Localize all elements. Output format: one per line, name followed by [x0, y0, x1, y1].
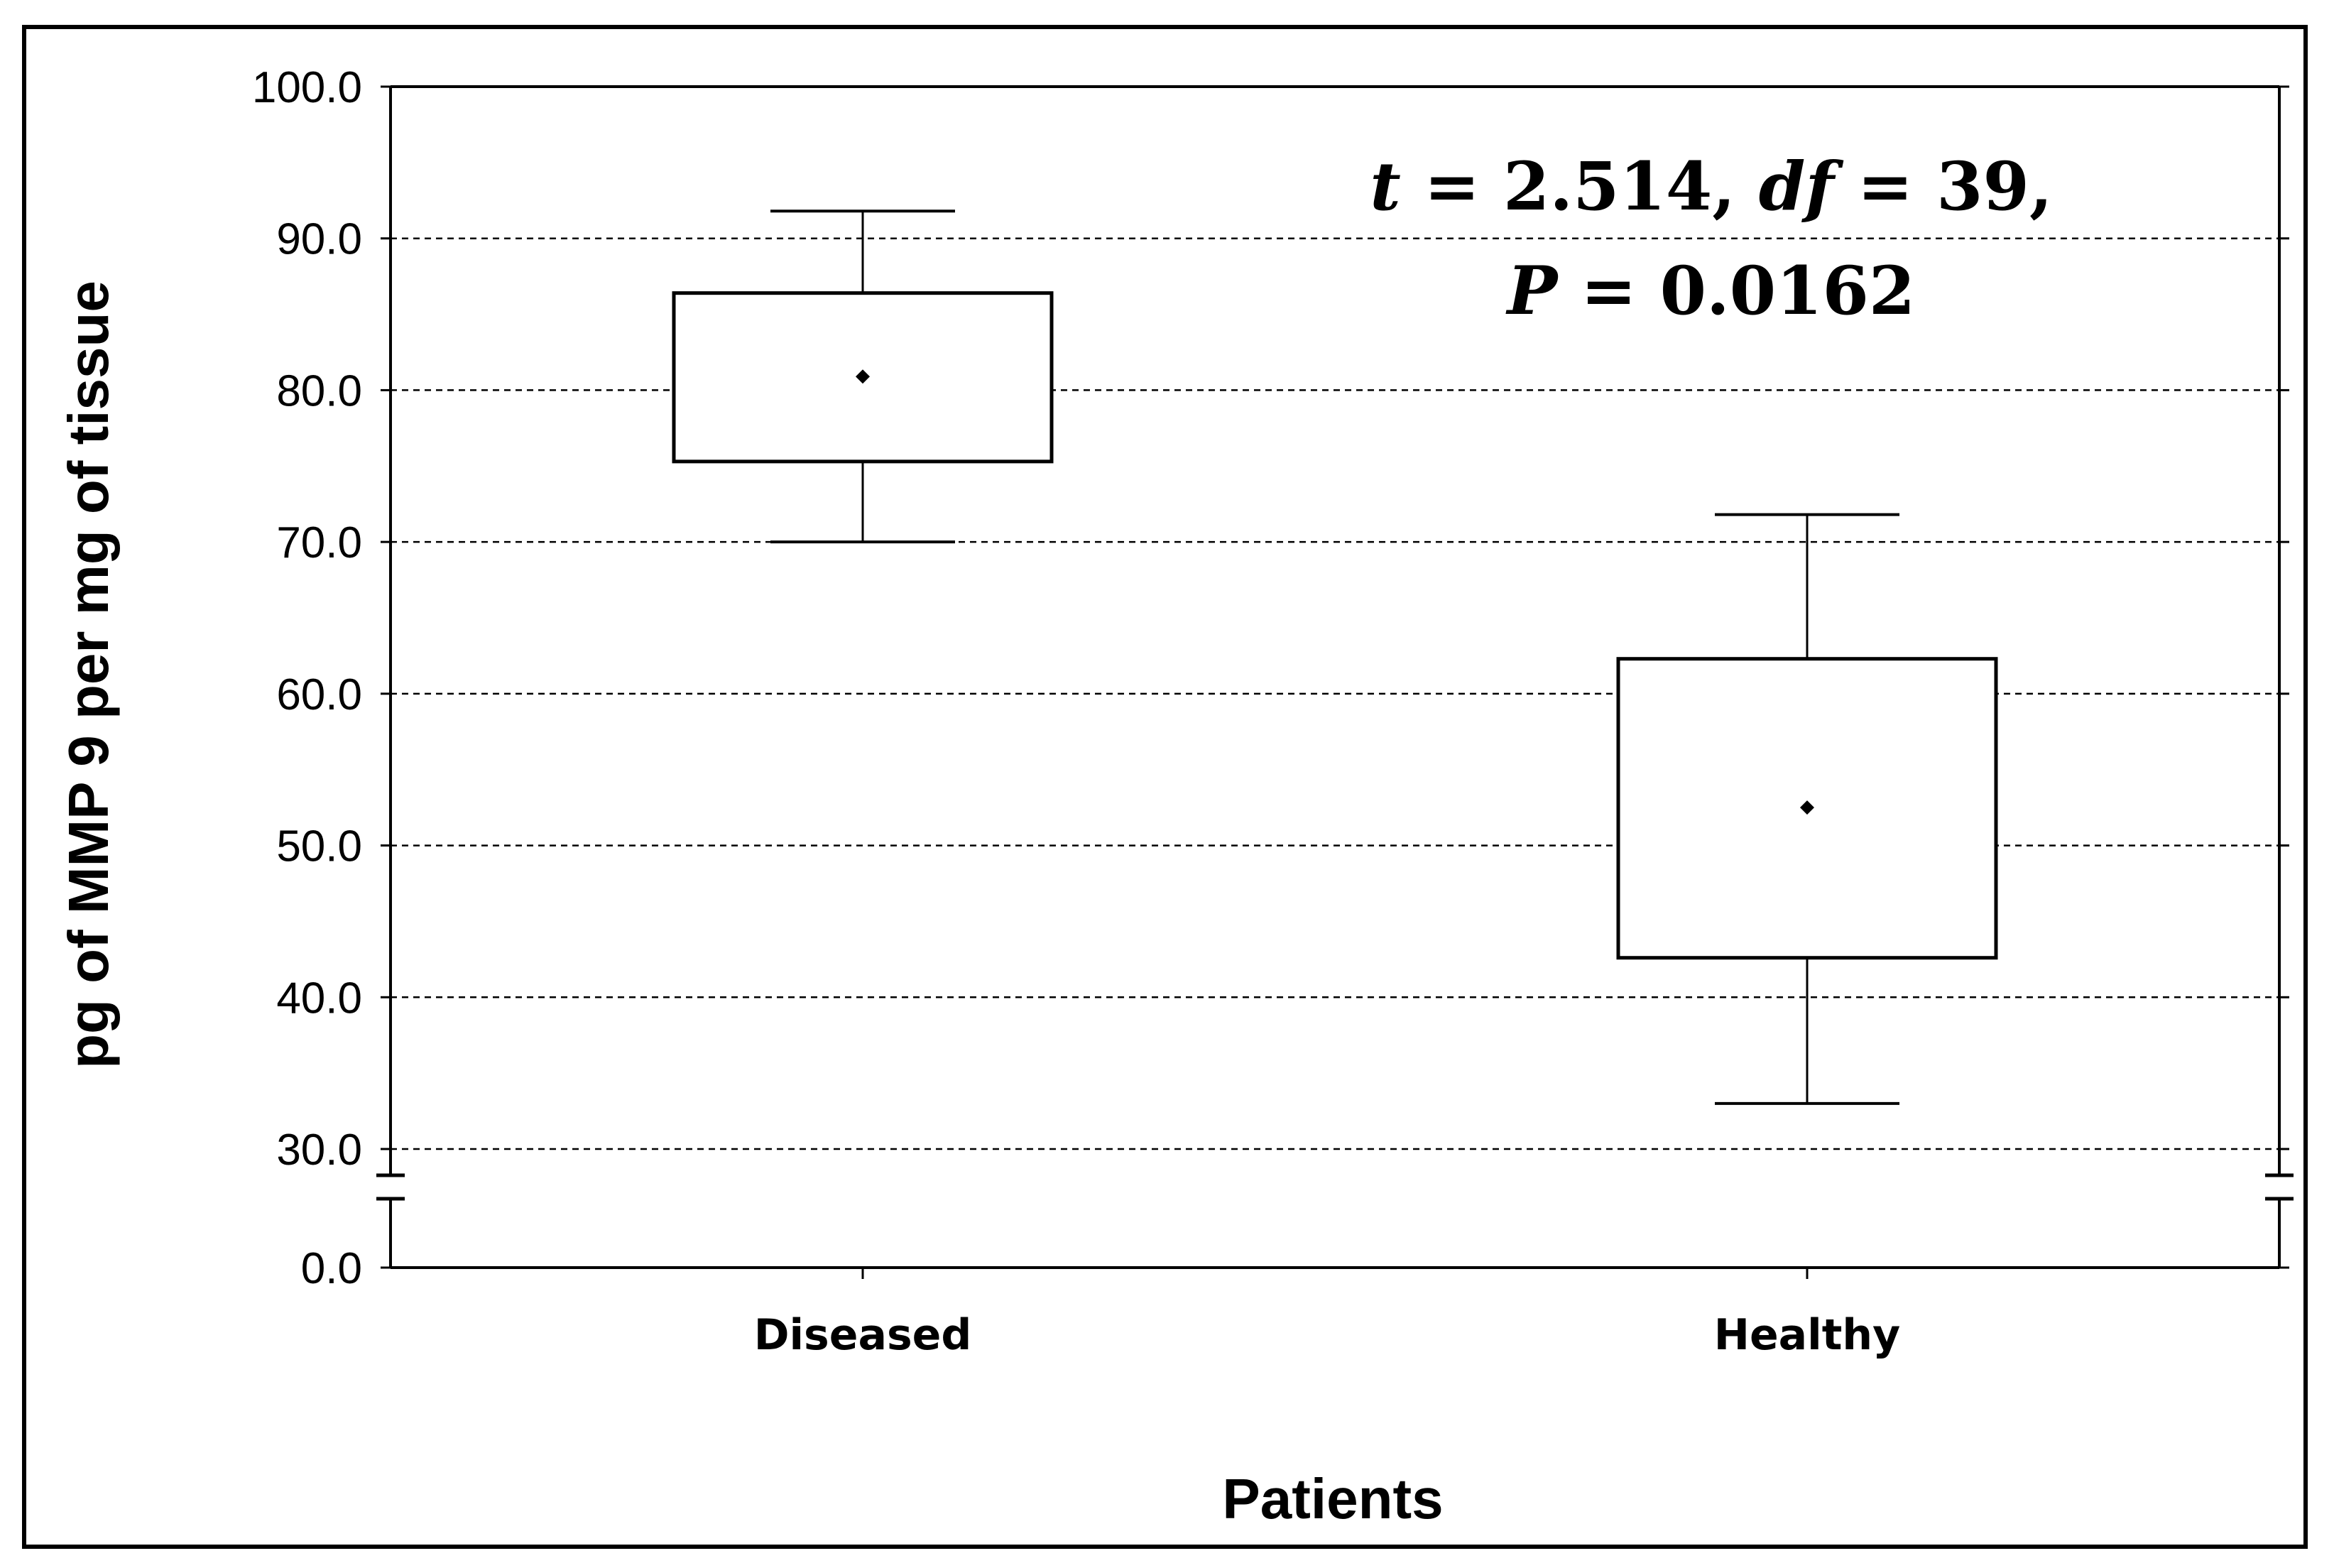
y-tick-label: 100.0 [252, 63, 362, 112]
y-axis-title: pg of MMP 9 per mg of tissue [57, 281, 120, 1069]
stat-annotation-line1: t = 2.514, df = 39, [1370, 148, 2052, 226]
y-tick-label: 70.0 [276, 518, 362, 567]
y-tick-label: 30.0 [276, 1126, 362, 1175]
axis-break [376, 1173, 2294, 1201]
mean-marker [856, 369, 870, 384]
df-value: = 39, [1834, 148, 2053, 226]
stat-annotation-line2: P = 0.0162 [1505, 252, 1916, 330]
mean-marker [1800, 800, 1814, 815]
y-tick-label: 60.0 [276, 670, 362, 719]
y-tick-label: 0.0 [301, 1244, 362, 1293]
p-symbol: P [1505, 252, 1559, 330]
plot-area: 0.0 30.0 40.0 50.0 60.0 70.0 80.0 90.0 100.0 Dise… [252, 63, 2289, 1360]
y-tick-label: 90.0 [276, 215, 362, 264]
x-tick-label: Healthy [1714, 1310, 1900, 1360]
figure-frame [22, 25, 2308, 1549]
x-axis-title: Patients [1222, 1467, 1443, 1530]
t-value: = 2.514, [1401, 148, 1759, 226]
p-value: = 0.0162 [1557, 252, 1915, 330]
df-symbol: df [1759, 148, 1844, 226]
y-tick-label: 40.0 [276, 974, 362, 1023]
x-tick-label: Diseased [754, 1310, 972, 1360]
t-symbol: t [1370, 148, 1400, 226]
y-tick-label: 50.0 [276, 822, 362, 871]
y-tick-label: 80.0 [276, 366, 362, 415]
